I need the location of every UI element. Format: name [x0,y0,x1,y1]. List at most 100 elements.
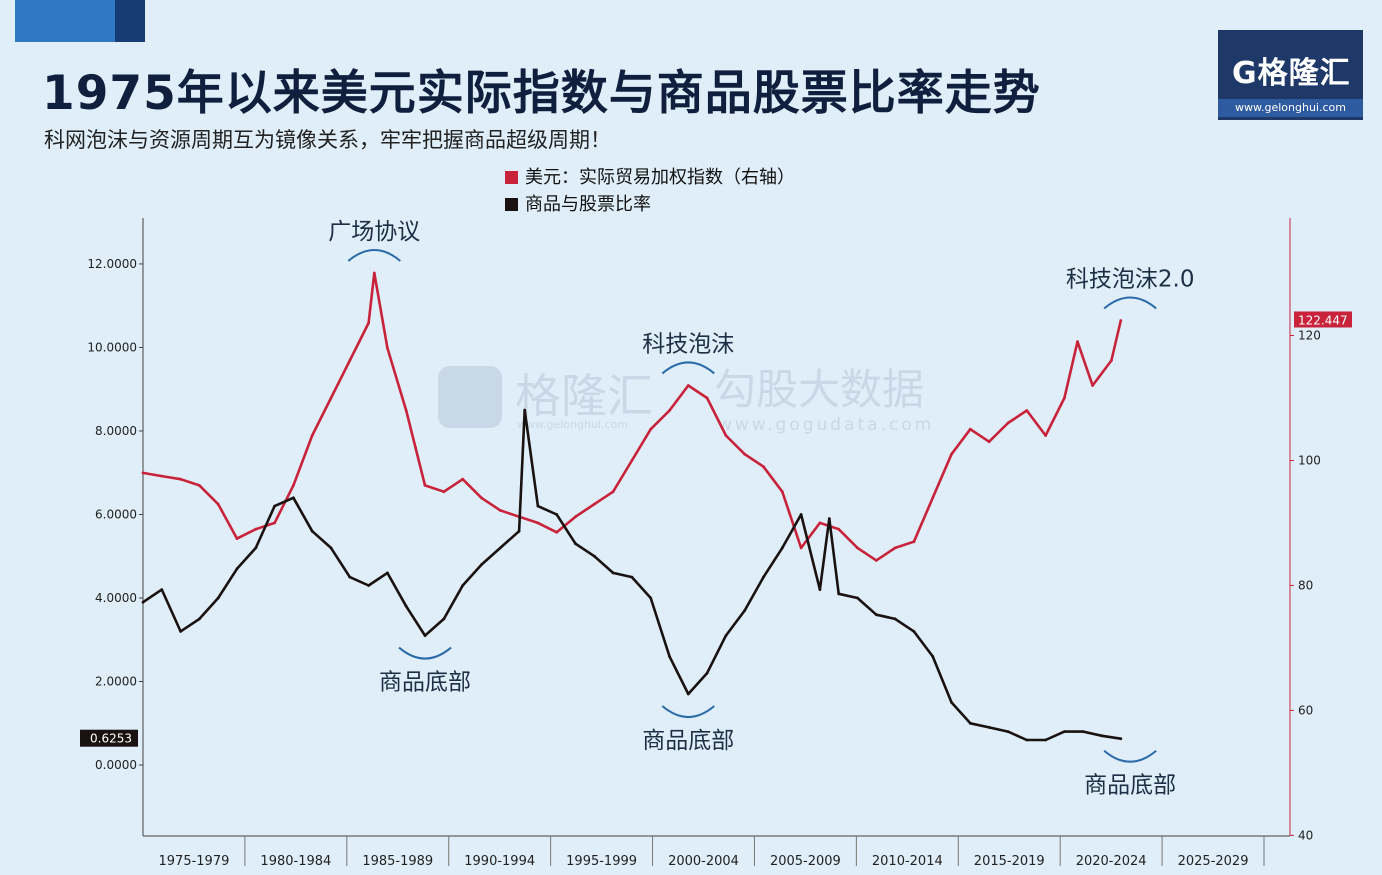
annotation-arc [661,361,715,375]
data-point [160,474,164,478]
legend-swatch [505,171,518,184]
axes-group: 12.0000 10.0000 8.0000 6.0000 4.0000 2.0000 0.… [80,218,1352,869]
data-point [414,446,417,450]
data-point [198,617,201,621]
y-right-tick-label: 120 [1298,328,1321,342]
data-point [235,537,239,540]
data-point [987,726,991,729]
data-point [649,427,653,431]
data-point [423,634,427,637]
data-point [1006,421,1010,425]
data-point [310,529,314,533]
data-point [611,490,615,494]
y-right-tick-label: 60 [1298,703,1313,717]
page-subtitle: 科网泡沫与资源周期互为镜像关系，牢牢把握商品超级周期！ [44,128,611,152]
data-point [1025,409,1029,412]
y-right-tick-label: 100 [1298,453,1321,467]
data-point [912,630,916,633]
watermark-brand: 格隆汇 [515,369,653,423]
data-point [179,630,183,633]
data-point [893,617,897,621]
data-point [630,575,634,579]
data-point [1044,434,1047,437]
data-point [404,409,408,412]
right-last-value-badge [1294,311,1352,328]
legend-swatch [505,198,518,211]
data-point [856,596,859,600]
data-point [141,600,145,604]
data-point [498,546,502,550]
data-point [216,502,220,506]
data-point [705,396,709,400]
x-tick-label: 1990-1994 [464,854,535,869]
data-point [630,459,634,462]
data-point [1119,319,1123,322]
data-point [329,396,333,400]
data-point [893,546,897,550]
data-point [818,521,822,525]
y-left-tick-label: 0.0000 [95,758,137,772]
data-point [517,529,521,533]
data-point [254,527,258,531]
x-tick-label: 2005-2009 [770,854,841,869]
data-point [668,409,671,412]
data-point [799,546,803,550]
watermark-group: 格隆汇 www.gelonghui.com 勾股大数据 www.gogudata… [438,365,931,435]
data-point [442,617,446,621]
left-last-value-label: 0.6253 [90,732,132,746]
data-point [705,671,709,675]
legend-label: 商品与股票比率 [525,194,651,215]
data-point [386,571,389,575]
data-point [523,408,527,412]
data-point [498,509,502,512]
data-point [480,496,483,500]
series-group [141,271,1123,742]
data-point [574,515,577,519]
data-point [367,584,370,587]
annotation-label: 广场协议 [328,219,420,245]
data-point [1100,734,1104,738]
y-right-tick-label: 80 [1298,578,1313,592]
data-point [329,546,333,550]
data-point [404,604,408,608]
data-point [292,496,295,500]
data-point [372,271,376,275]
data-point [649,596,653,600]
data-point [555,513,559,516]
logo-mark: G格隆汇 [1232,56,1351,91]
legend-label: 美元：实际贸易加权指数（右轴） [525,167,795,188]
data-point [1081,730,1085,733]
y-left-tick-label: 8.0000 [95,424,137,438]
data-point [1091,384,1094,387]
data-point [160,588,164,591]
data-point [686,384,690,387]
data-point [141,471,145,475]
x-tick-label: 1985-1989 [362,854,433,869]
data-point [856,546,859,550]
data-point [987,440,991,444]
data-point [461,584,465,587]
logo-url: www.gelonghui.com [1218,99,1363,117]
data-point [1006,730,1010,733]
data-point [968,427,972,431]
annotation-label: 科技泡沫 [642,331,734,357]
data-point [724,634,728,637]
data-point [310,434,314,437]
page-title: 1975年以来美元实际指数与商品股票比率走势 [42,66,1041,121]
data-point [799,513,803,516]
data-point [743,609,747,612]
x-tick-label: 2020-2024 [1076,854,1147,869]
data-point [827,517,831,520]
data-point [254,546,258,550]
data-point [592,502,596,506]
data-point [818,588,822,591]
data-point [874,613,878,617]
y-left-tick-label: 2.0000 [95,675,137,689]
right-last-value-label: 122.447 [1298,313,1348,327]
data-point [367,321,370,325]
left-last-value-badge [80,729,138,747]
watermark-text: 勾股大数据 [714,365,924,414]
annotation-arc [661,705,715,719]
